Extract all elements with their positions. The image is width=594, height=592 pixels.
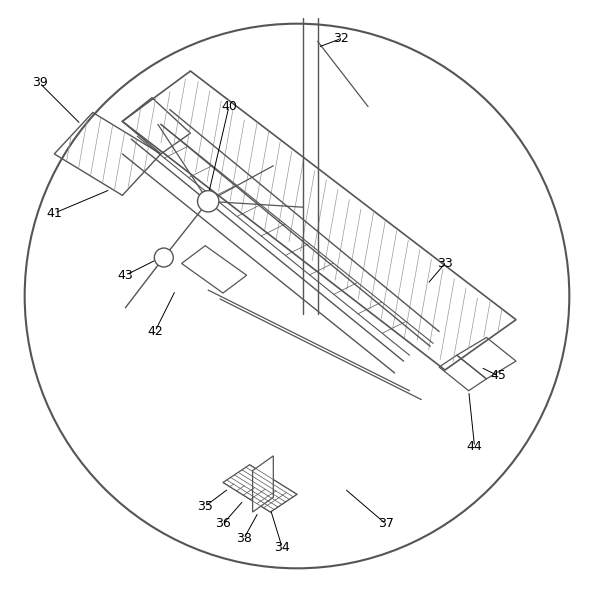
Text: 36: 36: [215, 517, 231, 530]
Text: 33: 33: [437, 257, 453, 270]
Text: 39: 39: [31, 76, 48, 89]
Text: 43: 43: [118, 269, 133, 282]
Circle shape: [198, 191, 219, 212]
Text: 37: 37: [378, 517, 394, 530]
Text: 38: 38: [236, 532, 252, 545]
Text: 44: 44: [467, 440, 482, 453]
Polygon shape: [252, 456, 273, 512]
Text: 40: 40: [221, 100, 237, 113]
Text: 42: 42: [147, 325, 163, 338]
Text: 45: 45: [490, 369, 506, 382]
Text: 32: 32: [333, 32, 349, 45]
Circle shape: [154, 248, 173, 267]
Polygon shape: [182, 246, 247, 293]
Text: 34: 34: [274, 541, 290, 554]
Text: 35: 35: [197, 500, 213, 513]
Text: 41: 41: [46, 207, 62, 220]
